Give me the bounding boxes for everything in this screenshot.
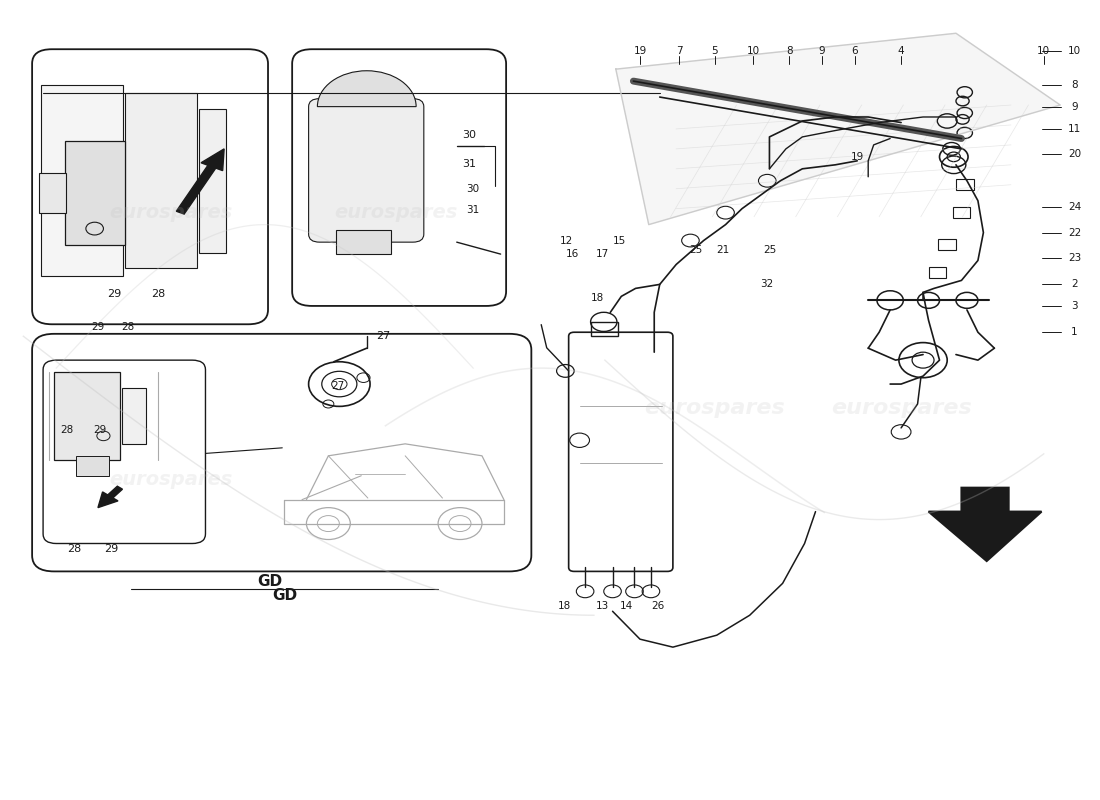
Text: 30: 30	[466, 184, 480, 194]
Bar	[591, 322, 618, 336]
Text: 29: 29	[108, 289, 121, 299]
Text: 16: 16	[565, 249, 579, 259]
Bar	[336, 230, 390, 254]
Text: 1: 1	[1071, 327, 1078, 338]
Bar	[928, 267, 946, 278]
Text: 28: 28	[121, 322, 134, 332]
Text: 8: 8	[1071, 80, 1078, 90]
Text: 29: 29	[94, 426, 107, 435]
Text: eurospares: eurospares	[110, 470, 233, 490]
FancyBboxPatch shape	[309, 98, 424, 242]
Text: 10: 10	[1037, 46, 1050, 56]
Text: 8: 8	[785, 46, 792, 56]
Text: 19: 19	[634, 46, 647, 56]
Text: 27: 27	[376, 331, 390, 342]
Text: 22: 22	[1068, 227, 1081, 238]
Text: 10: 10	[1068, 46, 1081, 56]
Text: eurospares: eurospares	[830, 398, 971, 418]
Text: 19: 19	[850, 152, 864, 162]
Text: 10: 10	[747, 46, 759, 56]
Text: 5: 5	[712, 46, 718, 56]
Text: 31: 31	[462, 159, 476, 169]
Text: 26: 26	[651, 601, 664, 610]
Text: 15: 15	[613, 235, 626, 246]
Text: 21: 21	[717, 245, 730, 255]
Text: 18: 18	[591, 293, 604, 303]
Bar	[41, 85, 123, 277]
Text: 29: 29	[91, 322, 104, 332]
Text: 20: 20	[1068, 150, 1081, 159]
Text: 23: 23	[1068, 253, 1081, 263]
Text: 14: 14	[620, 601, 634, 610]
Text: eurospares: eurospares	[110, 203, 233, 222]
Bar	[956, 179, 974, 190]
Wedge shape	[318, 70, 416, 106]
Text: 28: 28	[151, 289, 165, 299]
Bar	[953, 207, 970, 218]
Bar	[76, 456, 109, 476]
Text: 3: 3	[1071, 301, 1078, 311]
Text: 32: 32	[760, 279, 774, 290]
Text: 31: 31	[466, 206, 480, 215]
Text: eurospares: eurospares	[334, 203, 458, 222]
Text: 12: 12	[560, 235, 573, 246]
Bar	[65, 141, 125, 245]
Polygon shape	[928, 488, 1042, 561]
Text: 28: 28	[67, 544, 81, 554]
Text: 18: 18	[558, 601, 571, 610]
Text: 28: 28	[60, 426, 74, 435]
Polygon shape	[616, 34, 1060, 225]
Text: 9: 9	[1071, 102, 1078, 112]
Bar	[938, 239, 956, 250]
Text: 7: 7	[676, 46, 683, 56]
Text: 11: 11	[1068, 124, 1081, 134]
Bar	[39, 173, 66, 213]
Text: 17: 17	[596, 249, 609, 259]
FancyArrow shape	[176, 149, 224, 214]
Text: 24: 24	[1068, 202, 1081, 212]
Text: GD: GD	[272, 588, 297, 603]
Text: 2: 2	[1071, 279, 1078, 290]
Text: 25: 25	[762, 245, 777, 255]
Text: 6: 6	[851, 46, 858, 56]
FancyArrow shape	[98, 486, 122, 508]
Bar	[122, 388, 146, 444]
Text: 30: 30	[462, 130, 476, 139]
Bar	[54, 372, 120, 460]
Bar	[125, 93, 197, 269]
Text: 25: 25	[690, 245, 703, 255]
Text: 4: 4	[898, 46, 904, 56]
Text: 27: 27	[331, 381, 345, 390]
Text: eurospares: eurospares	[645, 398, 785, 418]
Text: GD: GD	[257, 574, 283, 590]
Text: 13: 13	[596, 601, 609, 610]
Bar	[199, 109, 227, 253]
Text: 9: 9	[818, 46, 825, 56]
Text: 29: 29	[104, 544, 118, 554]
